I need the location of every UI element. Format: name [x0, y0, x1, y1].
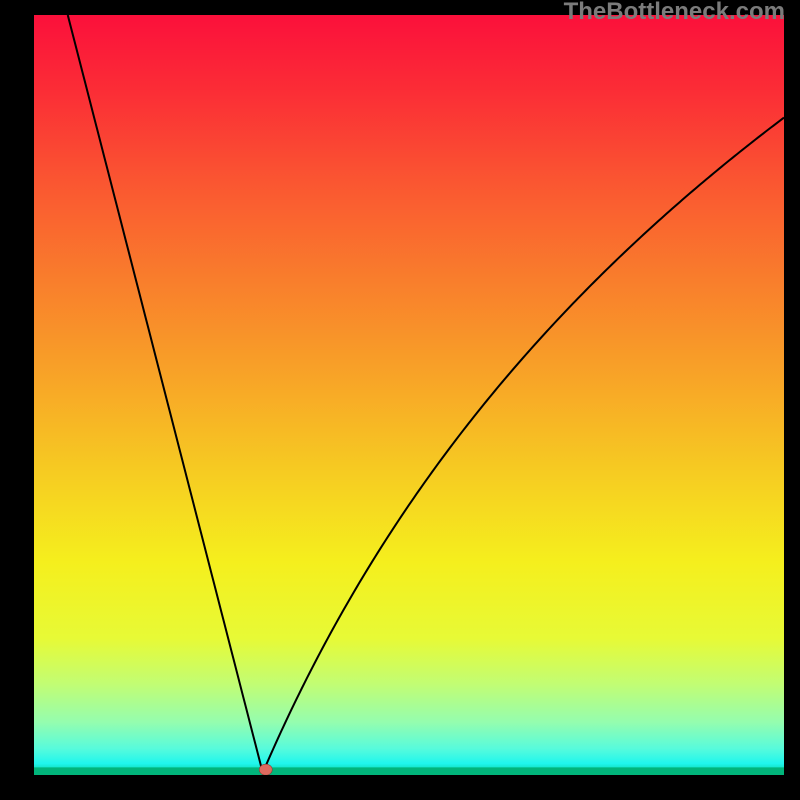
optimum-marker	[259, 764, 272, 775]
gradient-background	[34, 15, 784, 775]
watermark-text: TheBottleneck.com	[564, 0, 785, 24]
plot-svg	[34, 15, 784, 775]
figure-container: TheBottleneck.com	[0, 0, 800, 800]
baseline-stripe	[34, 767, 784, 775]
plot-area	[34, 15, 784, 775]
